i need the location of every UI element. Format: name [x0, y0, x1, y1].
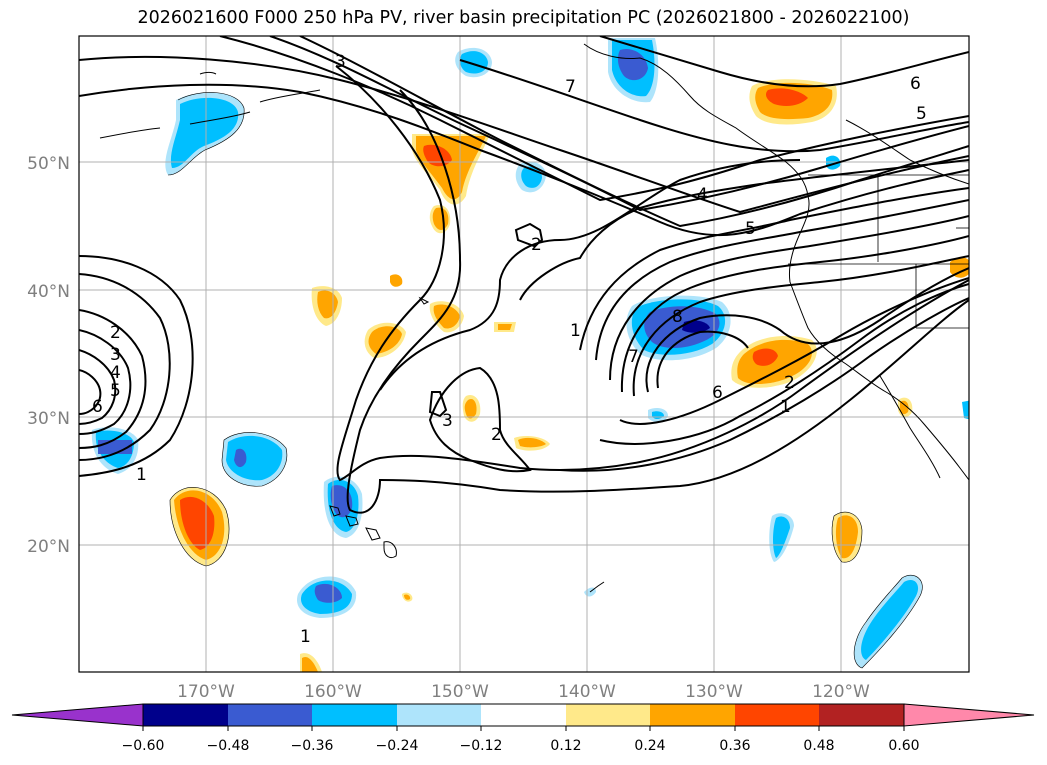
contour-label: 1: [780, 397, 791, 417]
colorbar-tick-label: 0.12: [550, 738, 581, 754]
contour-label: 3: [442, 411, 453, 431]
contour-label: 1: [300, 627, 311, 647]
colorbar-tick-label: 0.48: [803, 738, 834, 754]
contour-label: 3: [110, 345, 121, 365]
colorbar-tick-label: −0.48: [207, 738, 250, 754]
precip-blob-positive: [498, 324, 512, 330]
colorbar-segment: [566, 704, 650, 726]
colorbar-tick-label: 0.60: [888, 738, 919, 754]
precip-blob-negative: [296, 576, 357, 618]
map-title: 2026021600 F000 250 hPa PV, river basin …: [137, 8, 910, 28]
precip-blob-positive: [404, 594, 411, 600]
contour-label: 2: [784, 373, 795, 393]
contour-label: 1: [136, 465, 147, 485]
contour-label: 7: [628, 347, 639, 367]
pv-contours: [79, 36, 969, 514]
precip-blob-positive: [464, 398, 477, 419]
contour-label: 7: [565, 77, 576, 97]
lon-label: 130°W: [685, 682, 743, 702]
colorbar-tick-label: −0.24: [376, 738, 419, 754]
colorbar-tick-label: −0.36: [291, 738, 334, 754]
map-frame: [78, 35, 970, 673]
precip-blob-negative: [165, 92, 245, 175]
colorbar-segment: [819, 704, 904, 726]
contour-label: 4: [110, 363, 121, 383]
contour-label: 2: [531, 235, 542, 255]
contour-label: 1: [570, 321, 581, 341]
longitude-labels: 170°W 160°W 150°W 140°W 130°W 120°W: [177, 682, 870, 702]
lon-label: 150°W: [431, 682, 489, 702]
colorbar-extend-min: [11, 703, 144, 727]
colorbar-segment: [735, 704, 819, 726]
precip-blob-positive: [731, 336, 817, 388]
contour-label: 6: [910, 74, 921, 94]
precip-blob-positive: [302, 656, 318, 672]
contour-label: 5: [916, 104, 927, 124]
colorbar-segment: [397, 704, 481, 726]
precip-blob-positive: [518, 437, 546, 448]
contour-label: 5: [745, 219, 756, 239]
colorbar-segment: [650, 704, 735, 726]
precip-blob-negative: [962, 400, 969, 420]
precip-blob-negative: [455, 47, 492, 78]
contour-label: 3: [335, 52, 346, 72]
colorbar-segment: [312, 704, 397, 726]
precip-blob-positive: [412, 134, 490, 234]
precip-blob-negative: [861, 579, 919, 660]
contour-label: 2: [110, 323, 121, 343]
precip-blob-positive: [749, 79, 837, 125]
lat-label: 50°N: [27, 154, 70, 174]
contour-label: 8: [672, 307, 683, 327]
colorbar-segment: [228, 704, 312, 726]
coastlines: [99, 43, 969, 593]
contour-label: 6: [712, 383, 723, 403]
precip-contour-outlines: [167, 92, 923, 669]
lat-label: 30°N: [27, 409, 70, 429]
contour-labels: 3 7 6 5 4 5 2 1 8 7 6 2 1 2 3 4 5 6 1 3 …: [92, 52, 927, 647]
lon-label: 170°W: [177, 682, 235, 702]
contour-label: 5: [110, 381, 121, 401]
precip-blob-positive: [900, 400, 909, 415]
colorbar-tick-label: 0.24: [634, 738, 665, 754]
precip-blob-positive: [433, 304, 460, 329]
colorbar-tick-label: −0.60: [122, 738, 165, 754]
colorbar-tick-label: −0.12: [460, 738, 503, 754]
colorbar-tick-label: 0.36: [719, 738, 750, 754]
lon-label: 160°W: [304, 682, 362, 702]
colorbar-ticks: [142, 726, 905, 731]
precip-blob-positive: [390, 274, 403, 287]
map-area: [79, 36, 969, 672]
lon-label: 120°W: [812, 682, 870, 702]
contour-label: 6: [92, 397, 103, 417]
lat-label: 20°N: [27, 537, 70, 557]
colorbar-frame: [142, 703, 905, 727]
lon-label: 140°W: [558, 682, 616, 702]
latitude-labels: 50°N 40°N 30°N 20°N: [27, 154, 70, 557]
precip-blob-negative: [608, 38, 659, 103]
colorbar-extend-max: [903, 703, 1035, 727]
contour-label: 4: [697, 185, 708, 205]
precip-blob-negative: [773, 516, 790, 558]
lat-label: 40°N: [27, 282, 70, 302]
contour-label: 2: [491, 425, 502, 445]
colorbar-segment: [143, 704, 228, 726]
precip-shading: [91, 38, 969, 672]
colorbar: −0.60 −0.48 −0.36 −0.24 −0.12 0.12 0.24 …: [11, 703, 1035, 754]
colorbar-segment: [481, 704, 566, 726]
precip-blob-positive: [950, 257, 969, 278]
precip-blob-negative: [222, 432, 287, 487]
